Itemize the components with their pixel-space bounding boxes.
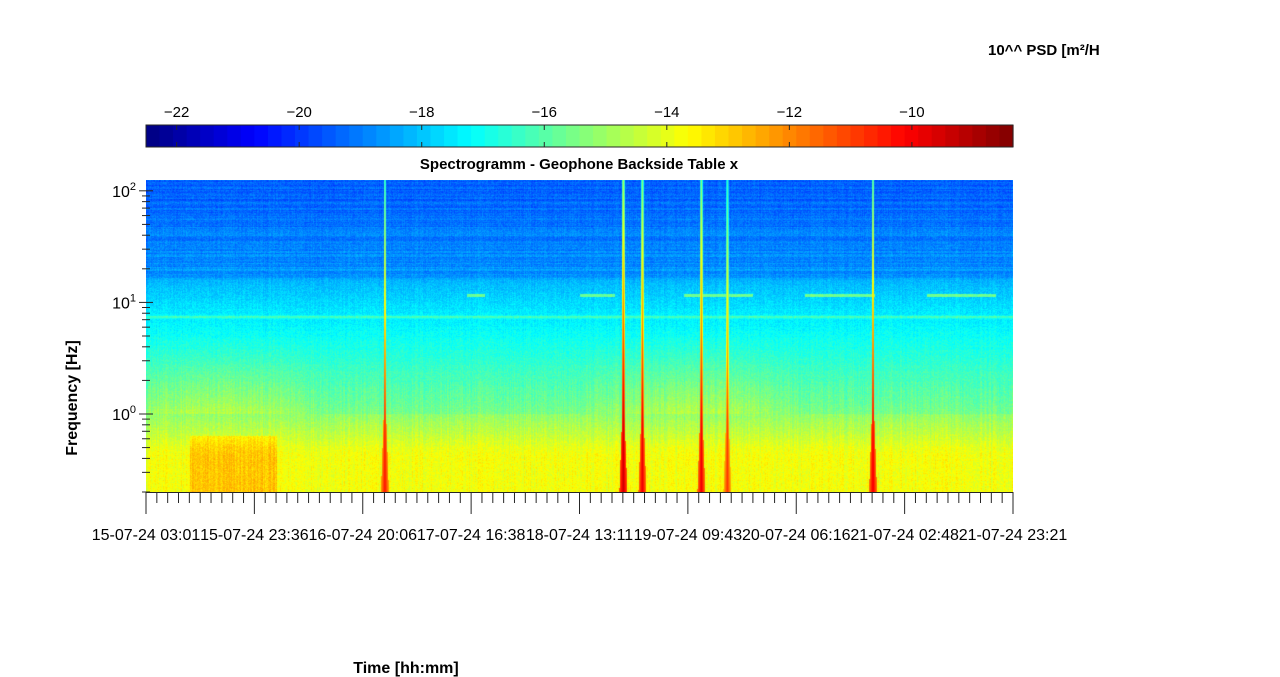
x-tick-label: 19-07-24 09:43 [634, 527, 743, 544]
colorbar-swatch [755, 125, 770, 147]
colorbar-swatch [240, 125, 255, 147]
colorbar-swatch [511, 125, 526, 147]
colorbar-swatch [958, 125, 973, 147]
colorbar-swatch [565, 125, 581, 147]
colorbar-swatch [389, 125, 404, 147]
colorbar-swatch [633, 125, 648, 147]
colorbar-tick-label: −10 [899, 104, 924, 121]
colorbar-tick-label: −22 [164, 104, 189, 121]
x-tick-label: 16-07-24 20:06 [308, 527, 417, 544]
colorbar-swatch [362, 125, 377, 147]
y-tick-label: 101 [112, 292, 136, 312]
colorbar-swatch [769, 125, 784, 147]
colorbar-swatch [972, 125, 987, 147]
colorbar-tick-label: −14 [654, 104, 679, 121]
colorbar-swatch [660, 125, 675, 147]
x-tick-label: 15-07-24 03:01 [92, 527, 201, 544]
colorbar-swatch [173, 125, 188, 147]
colorbar-swatch [213, 125, 228, 147]
x-tick-label: 21-07-24 23:21 [959, 527, 1068, 544]
colorbar-swatch [349, 125, 364, 147]
chart-title: Spectrogramm - Geophone Backside Table x [420, 156, 739, 173]
y-tick-label: 100 [112, 404, 136, 424]
colorbar-swatch [701, 125, 716, 147]
colorbar-label: 10^^ PSD [m²/H [988, 42, 1100, 59]
colorbar-swatch [945, 125, 960, 147]
colorbar-tick-label: −16 [532, 104, 557, 121]
x-axis-label: Time [hh:mm] [353, 660, 458, 677]
colorbar-swatch [877, 125, 892, 147]
colorbar-swatch [525, 125, 540, 147]
x-axis-ticks [145, 492, 1014, 514]
x-tick-label: 21-07-24 02:48 [850, 527, 959, 544]
x-axis-tick-labels: 15-07-24 03:01 15-07-24 23:36 16-07-24 20:… [92, 527, 1068, 544]
colorbar-swatch [186, 125, 201, 147]
colorbar-swatch [444, 125, 459, 147]
colorbar-tick-label: −12 [777, 104, 802, 121]
colorbar-swatch [484, 125, 499, 147]
colorbar [146, 125, 1014, 147]
colorbar-swatch [687, 125, 703, 147]
colorbar-swatch [254, 125, 269, 147]
colorbar-swatch [891, 125, 906, 147]
colorbar-swatch [728, 125, 743, 147]
colorbar-swatch [782, 125, 797, 147]
colorbar-swatch [714, 125, 730, 147]
colorbar-swatch [538, 125, 554, 147]
y-tick-label: 102 [112, 181, 136, 201]
y-axis-ticks [139, 190, 153, 493]
colorbar-swatch [904, 125, 919, 147]
colorbar-swatch [823, 125, 838, 147]
colorbar-swatch [552, 125, 567, 147]
colorbar-swatch [606, 125, 621, 147]
x-tick-label: 17-07-24 16:38 [417, 527, 526, 544]
colorbar-swatch [457, 125, 472, 147]
colorbar-swatch [931, 125, 946, 147]
colorbar-frame [145, 124, 1014, 148]
colorbar-swatch [322, 125, 337, 147]
colorbar-swatch [999, 125, 1014, 147]
colorbar-swatch [416, 125, 432, 147]
y-axis-tick-labels: 100 101 102 [112, 181, 136, 424]
colorbar-tick-labels: −22 −20 −18 −16 −14 −12 −10 [164, 104, 925, 121]
colorbar-swatch [836, 125, 852, 147]
colorbar-tick-label: −20 [286, 104, 311, 121]
colorbar-swatch [620, 125, 635, 147]
colorbar-swatch [593, 125, 608, 147]
colorbar-swatch [403, 125, 418, 147]
x-tick-label: 20-07-24 06:16 [742, 527, 851, 544]
colorbar-ticks [176, 125, 913, 147]
colorbar-swatch [863, 125, 879, 147]
colorbar-swatch [850, 125, 865, 147]
colorbar-swatch [742, 125, 757, 147]
x-tick-label: 15-07-24 23:36 [200, 527, 309, 544]
colorbar-swatch [146, 125, 161, 147]
colorbar-swatch [674, 125, 689, 147]
colorbar-swatch [498, 125, 513, 147]
colorbar-swatch [809, 125, 824, 147]
colorbar-swatch [918, 125, 933, 147]
x-tick-label: 18-07-24 13:11 [526, 527, 633, 544]
colorbar-swatch [335, 125, 350, 147]
spectrogram-image [146, 180, 1013, 492]
colorbar-swatch [430, 125, 445, 147]
colorbar-swatch [796, 125, 811, 147]
colorbar-swatch [200, 125, 215, 147]
colorbar-swatch [647, 125, 662, 147]
colorbar-swatch [376, 125, 391, 147]
colorbar-swatch [159, 125, 174, 147]
colorbar-swatch [267, 125, 283, 147]
colorbar-tick-label: −18 [409, 104, 434, 121]
colorbar-swatch [471, 125, 486, 147]
colorbar-swatch [308, 125, 323, 147]
colorbar-swatch [295, 125, 310, 147]
spectrogram-image-holder [146, 180, 1013, 492]
colorbar-swatch [281, 125, 296, 147]
colorbar-swatch [579, 125, 594, 147]
colorbar-swatch [227, 125, 242, 147]
colorbar-swatch [985, 125, 1001, 147]
y-axis-label: Frequency [Hz] [64, 340, 81, 456]
